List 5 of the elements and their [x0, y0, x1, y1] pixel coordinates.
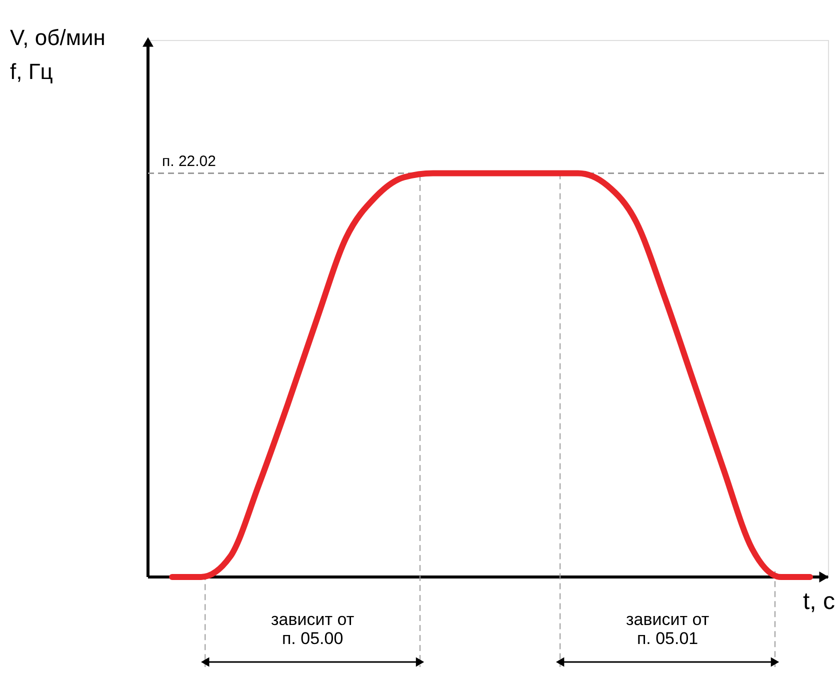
text: зависит от п. 05.01: [626, 610, 710, 648]
ref-line-label: п. 22.02: [162, 153, 216, 170]
text: зависит от п. 05.00: [270, 610, 354, 648]
x-axis-title: t, c: [803, 588, 836, 615]
y-axis-title: V, об/мин f, Гц: [10, 25, 106, 84]
